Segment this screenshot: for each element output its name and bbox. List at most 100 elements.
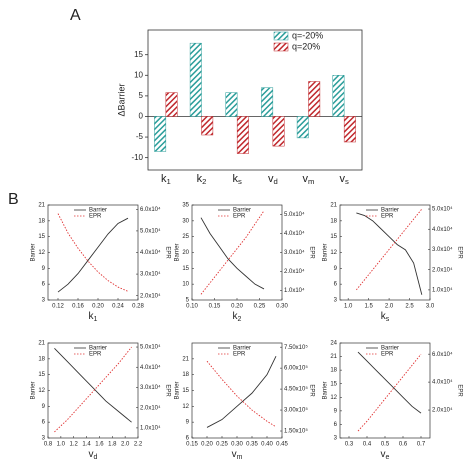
legend-label: EPR bbox=[233, 214, 246, 220]
y2-tick-label: 2.0x10⁴ bbox=[140, 292, 161, 299]
y-tick-label: 12 bbox=[38, 388, 45, 394]
y-tick-label: 10 bbox=[134, 70, 143, 79]
legend-label: Barrier bbox=[233, 208, 251, 214]
x-tick-label: 1.4 bbox=[82, 442, 91, 448]
y-tick-label: 12 bbox=[330, 250, 337, 256]
x-tick-label: 0.8 bbox=[44, 442, 53, 448]
y-tick-label: 6 bbox=[42, 420, 46, 426]
y2-tick-label: 3.0x10⁴ bbox=[140, 271, 161, 278]
y2-tick-label: 3.0x10⁴ bbox=[284, 249, 305, 256]
legend-label: q=20% bbox=[292, 41, 320, 51]
x-tick-label: vm bbox=[303, 173, 315, 186]
y-axis-label: ΔBarrier bbox=[116, 83, 126, 116]
y-tick-label: 18 bbox=[38, 356, 45, 362]
series-line bbox=[356, 212, 423, 295]
y-tick-label: 12 bbox=[330, 395, 337, 401]
y-tick-label: 18 bbox=[330, 368, 337, 374]
bar bbox=[308, 81, 321, 117]
y-tick-label: 3 bbox=[42, 298, 46, 304]
bar bbox=[332, 75, 345, 117]
legend-label: EPR bbox=[89, 214, 102, 220]
x-tick-label: 0.6 bbox=[399, 442, 408, 448]
y2-tick-label: 5.0x10⁴ bbox=[284, 211, 305, 218]
x-tick-label: k2 bbox=[197, 173, 207, 186]
y2-tick-label: 7.50x10⁵ bbox=[284, 344, 308, 351]
x-tick-label: vd bbox=[268, 173, 278, 186]
series-line bbox=[200, 217, 265, 290]
y-tick-label: 25 bbox=[182, 234, 189, 240]
x-tick-label: 0.35 bbox=[246, 442, 258, 448]
y-tick-label: 15 bbox=[330, 234, 337, 240]
x-tick-label: ks bbox=[232, 173, 242, 186]
y-axis-label: Barrier bbox=[175, 381, 181, 399]
y2-tick-label: 4.50x10⁵ bbox=[284, 386, 308, 393]
y2-tick-label: 4.0x10⁴ bbox=[432, 379, 453, 386]
y2-tick-label: 1.0x10⁴ bbox=[140, 424, 161, 431]
y-tick-label: 21 bbox=[182, 356, 189, 362]
x-tick-label: 0.12 bbox=[52, 304, 64, 310]
series-line bbox=[206, 360, 277, 428]
y2-tick-label: 6.0x10⁴ bbox=[432, 351, 453, 358]
y-tick-label: 35 bbox=[182, 203, 189, 209]
y-tick-label: 30 bbox=[182, 218, 189, 224]
y-tick-label: 15 bbox=[38, 234, 45, 240]
y2-tick-label: 4.0x10⁴ bbox=[140, 249, 161, 256]
y-axis-label: Barrier bbox=[323, 381, 329, 399]
x-tick-label: vs bbox=[339, 173, 349, 186]
x-tick-label: 3.0 bbox=[426, 304, 435, 310]
bar bbox=[236, 116, 249, 154]
x-tick-label: 1.0 bbox=[344, 304, 353, 310]
y2-tick-label: 6.0x10⁴ bbox=[140, 206, 161, 213]
y-axis-label: Barrier bbox=[323, 243, 329, 261]
y2-tick-label: 2.0x10⁴ bbox=[432, 266, 453, 273]
y2-axis-label: EPR bbox=[456, 384, 462, 397]
y-tick-label: 6 bbox=[186, 436, 190, 442]
x-axis-label: ks bbox=[381, 311, 390, 323]
y-tick-label: 12 bbox=[182, 404, 189, 410]
bar bbox=[272, 116, 285, 147]
y-tick-label: 9 bbox=[42, 404, 46, 410]
x-axis-label: vm bbox=[232, 449, 243, 461]
legend-label: Barrier bbox=[381, 346, 399, 352]
y2-tick-label: 3.0x10⁴ bbox=[432, 246, 453, 253]
series-line bbox=[57, 217, 129, 293]
legend-label: EPR bbox=[381, 352, 394, 358]
y-tick-label: 15 bbox=[182, 388, 189, 394]
legend-swatch bbox=[273, 31, 289, 41]
y-tick-label: 21 bbox=[330, 354, 337, 360]
legend-label: q=-20% bbox=[292, 30, 323, 40]
y-tick-label: 18 bbox=[330, 218, 337, 224]
x-tick-label: 0.45 bbox=[276, 442, 288, 448]
y-tick-label: 21 bbox=[38, 203, 45, 209]
bar bbox=[154, 116, 167, 152]
series-line bbox=[54, 346, 132, 433]
y2-tick-label: 1.0x10⁴ bbox=[284, 287, 305, 294]
x-axis-label: ve bbox=[381, 449, 390, 461]
series-line bbox=[357, 351, 422, 414]
plot-frame bbox=[147, 29, 363, 171]
y2-axis-label: EPR bbox=[308, 384, 314, 397]
legend-label: Barrier bbox=[89, 208, 107, 214]
series-line bbox=[57, 213, 129, 292]
y-axis-label: Barrier bbox=[31, 381, 37, 399]
y2-axis-label: EPR bbox=[456, 246, 462, 259]
x-tick-label: 1.2 bbox=[70, 442, 79, 448]
x-axis-label: k1 bbox=[89, 311, 98, 323]
series-line bbox=[357, 353, 422, 432]
series-line bbox=[54, 347, 132, 423]
x-tick-label: 0.28 bbox=[132, 304, 144, 310]
y-tick-label: 21 bbox=[38, 341, 45, 347]
legend-label: EPR bbox=[381, 214, 394, 220]
x-tick-label: 0.20 bbox=[231, 304, 243, 310]
x-tick-label: 0.40 bbox=[261, 442, 273, 448]
legend-swatch bbox=[273, 42, 289, 52]
y2-axis-label: EPR bbox=[164, 246, 170, 259]
y2-tick-label: 5.0x10⁴ bbox=[432, 206, 453, 213]
y2-tick-label: 6.00x10⁵ bbox=[284, 365, 308, 372]
y-tick-label: -10 bbox=[131, 153, 143, 162]
x-tick-label: 0.30 bbox=[276, 304, 288, 310]
y2-tick-label: 2.0x10⁴ bbox=[140, 404, 161, 411]
x-tick-label: 0.24 bbox=[112, 304, 124, 310]
bar bbox=[261, 87, 274, 117]
x-tick-label: 0.15 bbox=[209, 304, 221, 310]
